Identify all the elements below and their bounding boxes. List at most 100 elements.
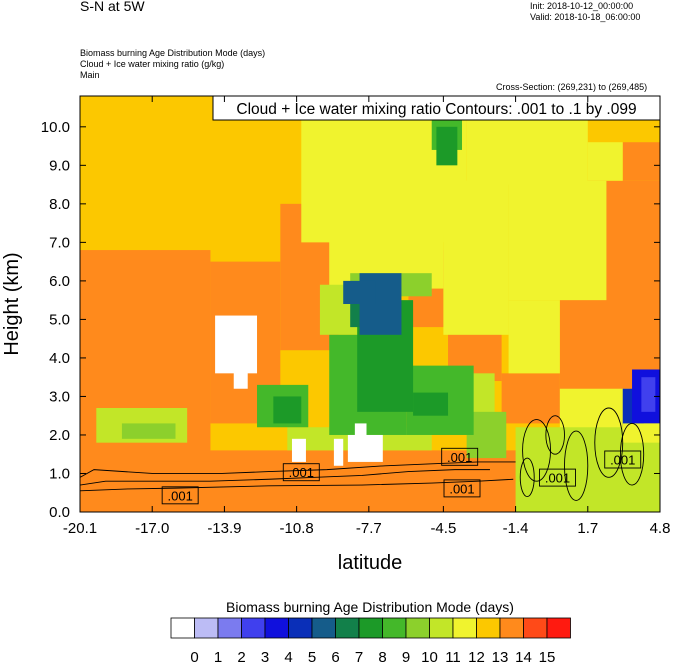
heatmap-region-15 (508, 180, 607, 301)
heatmap-region-47 (354, 423, 367, 439)
colorbar-label: 5 (308, 649, 316, 666)
valid-time: Valid: 2018-10-18_06:00:00 (530, 12, 641, 22)
svg-text:.001: .001 (449, 481, 474, 496)
heatmap-region-7 (501, 373, 560, 424)
contour-label-4: .001 (539, 468, 576, 487)
colorbar-label: 1 (214, 649, 222, 666)
heatmap-region-45 (333, 438, 344, 466)
contour-label-0: .001 (161, 486, 199, 505)
svg-text:.001: .001 (168, 488, 193, 503)
colorbar-label: 11 (445, 649, 461, 666)
colorbar-swatch-13 (476, 617, 501, 639)
x-tick-label: -7.7 (356, 520, 382, 537)
contour-loop-1 (545, 415, 565, 455)
colorbar-swatch-16 (546, 617, 571, 639)
field-label-2: Cloud + Ice water mixing ratio (g/kg) (80, 59, 225, 69)
colorbar-label: 3 (261, 649, 269, 666)
colorbar-label: 10 (421, 649, 438, 666)
contour-line-0 (80, 461, 516, 478)
contour-loop-5 (519, 457, 535, 498)
colorbar-label: 4 (284, 649, 292, 666)
heatmap-region-18 (587, 142, 623, 181)
colorbar-swatch-11 (429, 617, 454, 639)
colorbar-swatch-10 (405, 617, 430, 639)
x-tick-label: 4.8 (650, 520, 671, 537)
svg-text:.001: .001 (610, 453, 635, 468)
x-axis-label: latitude (338, 552, 403, 574)
chart-title: Cloud + Ice water mixing ratio Contours:… (212, 95, 661, 121)
colorbar-swatch-1 (194, 617, 219, 639)
colorbar-label: 6 (331, 649, 339, 666)
heatmap-region-32 (436, 126, 458, 166)
colorbar-swatch-6 (311, 617, 336, 639)
y-tick-label: 9.0 (49, 157, 70, 174)
colorbar-swatch-3 (241, 617, 266, 639)
y-tick-label: 6.0 (49, 273, 70, 290)
colorbar-label: 12 (468, 649, 485, 666)
x-tick-label: -20.1 (63, 520, 97, 537)
svg-text:.001: .001 (447, 450, 472, 465)
y-tick-label: 3.0 (49, 388, 70, 405)
contour-label-3: .001 (443, 479, 481, 498)
colorbar-label: 0 (190, 649, 198, 666)
colorbar-swatch-4 (264, 617, 289, 639)
y-tick-label: 10.0 (41, 119, 70, 136)
x-tick-label: -4.5 (430, 520, 456, 537)
colorbar-swatch-5 (288, 617, 313, 639)
contour-label-5: .001 (604, 450, 642, 469)
heatmap-region-16 (508, 300, 560, 374)
colorbar-swatch-8 (358, 617, 383, 639)
contour-label-1: .001 (282, 463, 320, 482)
heatmap-region-43 (233, 369, 248, 389)
colorbar-label: 7 (355, 649, 363, 666)
heatmap-region-39 (641, 377, 656, 412)
heatmap-region-44 (291, 438, 306, 462)
heatmap-region-25 (121, 423, 176, 439)
cross-section-label: Cross-Section: (269,231) to (269,485) (496, 82, 648, 92)
colorbar-label: 15 (539, 649, 556, 666)
contour-label-2: .001 (441, 447, 479, 466)
colorbar-swatch-15 (523, 617, 548, 639)
colorbar-swatch-0 (170, 617, 195, 639)
x-tick-label: 1.7 (577, 520, 598, 537)
colorbar-label: 9 (402, 649, 410, 666)
colorbar-label: 13 (492, 649, 509, 666)
x-tick-label: -10.8 (280, 520, 314, 537)
colorbar-swatch-2 (217, 617, 242, 639)
colorbar-label: 14 (515, 649, 532, 666)
field-label-3: Main (80, 70, 100, 80)
x-tick-label: -1.4 (503, 520, 529, 537)
heatmap-region-31 (413, 392, 449, 416)
x-tick-label: -13.9 (207, 520, 241, 537)
y-tick-label: 4.0 (49, 350, 70, 367)
y-tick-label: 2.0 (49, 427, 70, 444)
svg-text:Cloud + Ice water mixing ratio: Cloud + Ice water mixing ratio Contours:… (236, 101, 636, 118)
y-tick-label: 8.0 (49, 196, 70, 213)
colorbar-title: Biomass burning Age Distribution Mode (d… (226, 599, 514, 615)
svg-text:.001: .001 (545, 471, 570, 486)
contour-line-1 (80, 469, 490, 486)
contour-loop-2 (564, 430, 589, 501)
colorbar-label: 2 (237, 649, 245, 666)
colorbar-swatch-12 (452, 617, 477, 639)
contour-loop-3 (594, 407, 624, 478)
y-tick-label: 1.0 (49, 465, 70, 482)
heatmap-region-9 (622, 142, 660, 181)
heatmap-region-36 (343, 280, 376, 304)
contour-loop-0 (522, 419, 551, 482)
heatmap-region-33 (273, 396, 302, 424)
contour-loop-4 (619, 422, 645, 486)
y-tick-label: 0.0 (49, 504, 70, 521)
y-tick-label: 5.0 (49, 311, 70, 328)
y-axis-label: Height (km) (1, 252, 23, 355)
y-tick-label: 7.0 (49, 234, 70, 251)
contour-lines (80, 407, 645, 501)
colorbar-swatch-14 (499, 617, 524, 639)
heatmap-region-41 (622, 423, 660, 443)
heatmap-fill (80, 96, 660, 512)
heatmap-region-42 (215, 315, 258, 374)
x-tick-label: -17.0 (135, 520, 169, 537)
colorbar-label: 8 (378, 649, 386, 666)
init-time: Init: 2018-10-12_00:00:00 (530, 1, 634, 11)
